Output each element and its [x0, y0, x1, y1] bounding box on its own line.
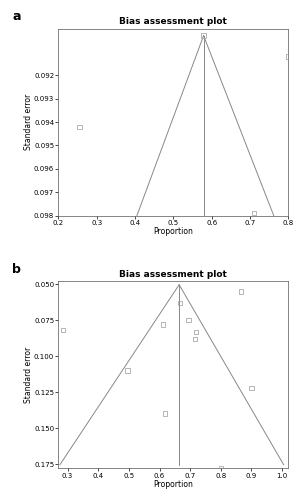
X-axis label: Proportion: Proportion [153, 227, 193, 236]
Point [77, 123, 82, 131]
Point [178, 299, 182, 307]
X-axis label: Proportion: Proportion [153, 480, 193, 489]
Point [218, 464, 223, 472]
Point [161, 320, 166, 328]
Y-axis label: Standard error: Standard error [23, 94, 33, 150]
Point [192, 335, 197, 343]
Text: b: b [13, 262, 21, 276]
Point [162, 410, 167, 418]
Point [61, 326, 66, 334]
Point [125, 366, 130, 374]
Y-axis label: Standard error: Standard error [23, 346, 33, 403]
Point [238, 288, 243, 296]
Title: Bias assessment plot: Bias assessment plot [119, 270, 227, 279]
Point [193, 328, 198, 336]
Title: Bias assessment plot: Bias assessment plot [119, 18, 227, 26]
Point [249, 384, 254, 392]
Point [201, 32, 206, 40]
Text: a: a [13, 10, 21, 23]
Point [251, 209, 256, 217]
Point [286, 52, 291, 60]
Point [186, 316, 191, 324]
